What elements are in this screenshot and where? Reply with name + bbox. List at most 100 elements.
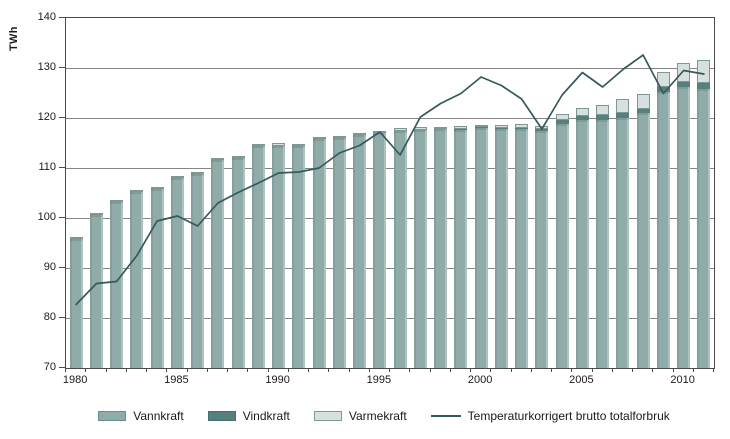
vannkraft-segment — [535, 131, 549, 368]
vindkraft-segment — [555, 120, 569, 124]
bar-stack-2011 — [697, 60, 711, 368]
bar-stack-1996 — [393, 128, 407, 368]
legend-swatch-vindkraft — [207, 411, 236, 421]
legend-line-swatch — [430, 415, 461, 417]
vannkraft-segment — [575, 120, 589, 368]
bar-stack-1997 — [413, 127, 427, 368]
varmekraft-segment — [130, 190, 144, 192]
x-tick-mark — [692, 368, 694, 372]
y-tick-label-130: 130 — [37, 61, 56, 73]
legend: Vannkraft Vindkraft Varmekraft Temperaturko… — [0, 404, 730, 428]
x-tick-mark — [490, 368, 492, 372]
bar-stack-2008 — [636, 94, 650, 368]
vannkraft-segment — [393, 130, 407, 368]
varmekraft-segment — [150, 187, 164, 189]
vannkraft-segment — [697, 89, 711, 368]
bar-stack-1984 — [150, 187, 164, 368]
bar-stack-1990 — [272, 143, 286, 368]
bar-stack-1992 — [312, 136, 326, 368]
bar-stack-1982 — [110, 200, 124, 368]
vindkraft-segment — [535, 129, 549, 131]
gridline-110 — [66, 167, 714, 169]
vindkraft-segment — [677, 81, 691, 87]
y-tick-mark-110 — [59, 167, 65, 168]
gridline-100 — [66, 217, 714, 219]
consumption-line-path — [75, 54, 705, 306]
x-tick-mark — [125, 368, 127, 372]
y-tick-label-110: 110 — [38, 161, 56, 173]
vannkraft-segment — [494, 128, 508, 368]
varmekraft-segment — [170, 176, 184, 178]
vindkraft-segment — [656, 86, 670, 92]
x-tick-mark — [105, 368, 107, 372]
vannkraft-segment — [596, 120, 610, 368]
x-tick-mark — [591, 368, 593, 372]
vannkraft-segment — [555, 124, 569, 368]
vindkraft-segment — [697, 83, 711, 89]
y-tick-mark-120 — [59, 117, 65, 118]
legend-swatch-varmekraft — [313, 411, 342, 421]
y-tick-mark-70 — [59, 367, 65, 368]
bar-stack-2000 — [474, 124, 488, 368]
x-tick-mark — [409, 368, 411, 372]
bar-stack-1999 — [454, 126, 468, 368]
x-tick-label-1985: 1985 — [164, 374, 189, 386]
bar-stack-2007 — [616, 98, 630, 368]
x-tick-mark — [611, 368, 613, 372]
x-tick-mark — [652, 368, 654, 372]
x-tick-label-1990: 1990 — [265, 374, 290, 386]
bar-stack-1994 — [353, 133, 367, 368]
x-tick-mark — [632, 368, 633, 372]
varmekraft-segment — [434, 126, 448, 129]
bar-stack-1981 — [89, 213, 103, 368]
vindkraft-segment — [616, 113, 630, 118]
x-tick-mark — [470, 368, 471, 372]
gridline-120 — [66, 117, 714, 119]
x-tick-mark — [713, 368, 714, 372]
varmekraft-segment — [272, 143, 286, 146]
x-tick-mark — [287, 368, 289, 372]
y-tick-mark-90 — [59, 267, 65, 268]
vannkraft-segment — [251, 146, 265, 368]
x-tick-mark — [146, 368, 147, 372]
bar-stack-2006 — [596, 105, 610, 368]
vannkraft-segment — [616, 117, 630, 368]
x-tick-mark — [206, 368, 208, 372]
varmekraft-segment — [474, 124, 488, 127]
x-tick-mark — [449, 368, 451, 372]
x-tick-label-1980: 1980 — [62, 374, 88, 386]
y-tick-mark-140 — [59, 17, 65, 18]
x-tick-mark — [348, 368, 350, 372]
legend-item-varmekraft: Varmekraft — [313, 409, 407, 423]
varmekraft-segment — [89, 213, 103, 215]
gridline-80 — [66, 317, 714, 319]
gridline-90 — [66, 267, 714, 269]
varmekraft-segment — [555, 114, 569, 120]
varmekraft-segment — [596, 105, 610, 115]
vannkraft-segment — [211, 159, 225, 368]
vannkraft-segment — [656, 91, 670, 368]
vindkraft-segment — [575, 115, 589, 120]
x-tick-mark — [65, 368, 66, 372]
vindkraft-segment — [515, 127, 529, 129]
varmekraft-segment — [616, 98, 630, 113]
legend-label: Temperaturkorrigert brutto totalforbruk — [467, 409, 670, 423]
x-tick-mark — [389, 368, 390, 372]
vannkraft-segment — [434, 129, 448, 368]
vannkraft-segment — [353, 135, 367, 368]
vannkraft-segment — [170, 178, 184, 368]
vannkraft-segment — [231, 158, 245, 368]
vannkraft-segment — [150, 189, 164, 368]
vannkraft-segment — [454, 129, 468, 368]
varmekraft-segment — [353, 133, 367, 135]
y-tick-mark-80 — [59, 317, 65, 318]
y-tick-label-70: 70 — [43, 361, 56, 373]
y-tick-mark-130 — [59, 67, 65, 68]
bar-stack-1985 — [170, 176, 184, 368]
vannkraft-segment — [110, 202, 124, 368]
bar-stack-1993 — [332, 136, 346, 368]
bar-stack-1998 — [434, 126, 448, 368]
bar-stack-1983 — [130, 190, 144, 368]
vannkraft-segment — [89, 215, 103, 368]
x-tick-mark — [429, 368, 431, 372]
